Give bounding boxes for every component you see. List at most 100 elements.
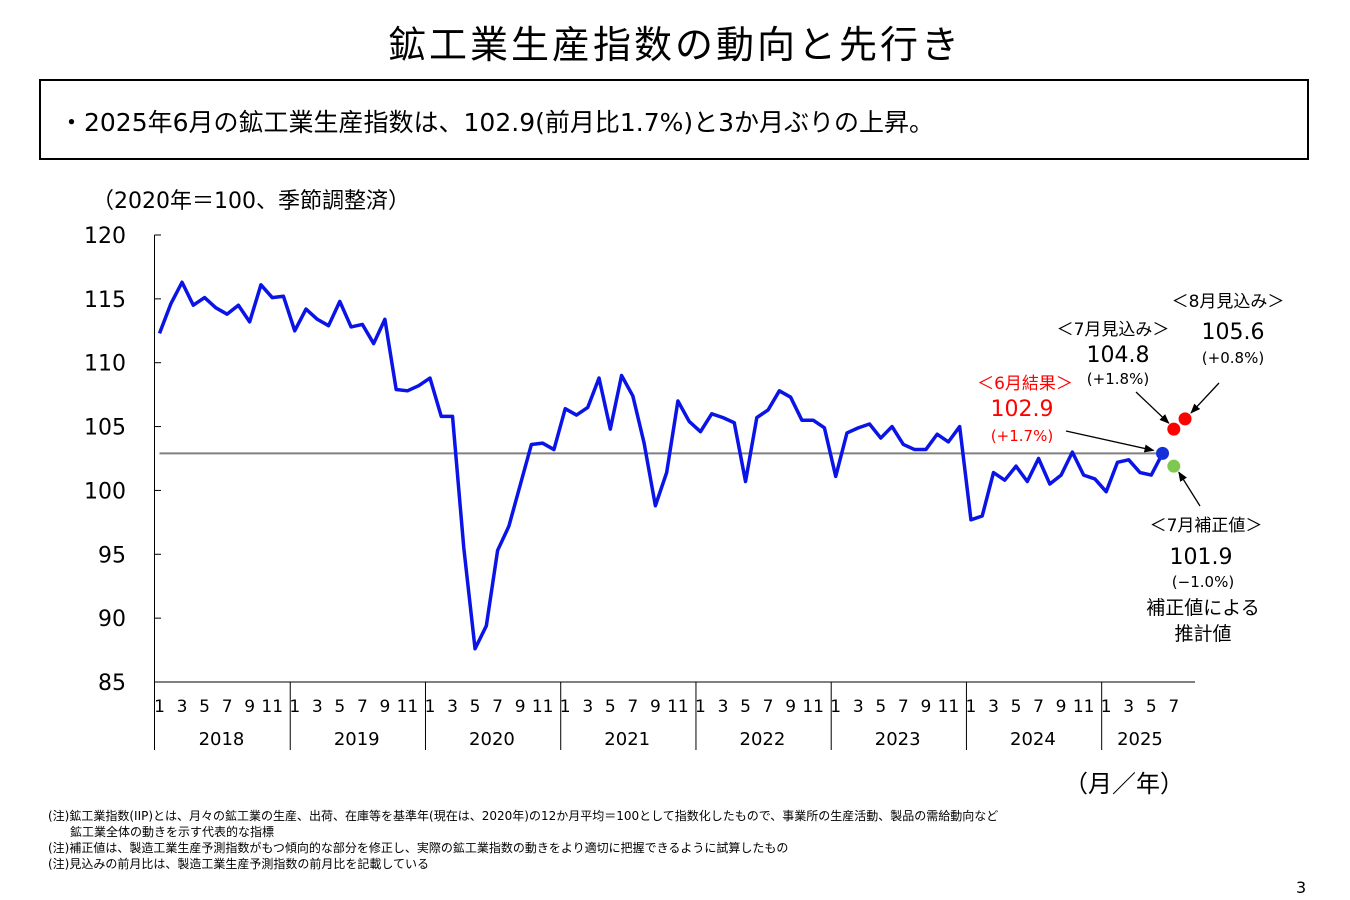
year-label: 2022 bbox=[740, 729, 786, 750]
x-tick-label: 7 bbox=[763, 697, 774, 717]
footnote-1: (注)鉱工業指数(IIP)とは、月々の鉱工業の生産、出荷、在庫等を基準年(現在は… bbox=[48, 809, 999, 823]
june-result-point bbox=[1156, 446, 1170, 460]
x-tick-label: 7 bbox=[627, 697, 638, 717]
footnote-2: (注)補正値は、製造工業生産予測指数がもつ傾向的な部分を修正し、実際の鉱工業指数… bbox=[48, 841, 789, 855]
august-forecast-arrow bbox=[1190, 382, 1220, 414]
x-tick-label: 11 bbox=[261, 697, 283, 717]
x-tick-label: 9 bbox=[785, 697, 796, 717]
series-layer bbox=[157, 280, 1192, 651]
year-label: 2023 bbox=[875, 729, 921, 750]
x-tick-label: 1 bbox=[830, 697, 841, 717]
year-label: 2025 bbox=[1117, 729, 1163, 750]
x-tick-label: 3 bbox=[988, 697, 999, 717]
x-tick-label: 1 bbox=[425, 697, 436, 717]
x-tick-label: 1 bbox=[560, 697, 571, 717]
x-tick-label: 5 bbox=[740, 697, 751, 717]
x-tick-label: 3 bbox=[718, 697, 729, 717]
august-forecast-label: ＜8月見込み＞ bbox=[1172, 292, 1285, 312]
june-result-value: 102.9 bbox=[991, 397, 1054, 422]
x-tick-label: 11 bbox=[802, 697, 824, 717]
footnote-3: (注)見込みの前月比は、製造工業生産予測指数の前月比を記載している bbox=[48, 857, 430, 871]
july-forecast-point bbox=[1167, 422, 1181, 436]
y-tick-label: 100 bbox=[84, 479, 126, 504]
july-corrected-label: ＜7月補正値＞ bbox=[1150, 516, 1263, 536]
june-result-change: (+1.7%) bbox=[991, 427, 1053, 445]
x-tick-label: 7 bbox=[357, 697, 368, 717]
august-forecast-change: (+0.8%) bbox=[1202, 349, 1264, 367]
x-tick-label: 5 bbox=[334, 697, 345, 717]
july-corrected-change: (−1.0%) bbox=[1172, 573, 1234, 591]
footnote-1-continued: 鉱工業全体の動きを示す代表的な指標 bbox=[70, 825, 275, 839]
summary-text: ・2025年6月の鉱工業生産指数は、102.9(前月比1.7%)と3か月ぶりの上… bbox=[59, 108, 935, 137]
x-tick-label: 11 bbox=[532, 697, 554, 717]
july-corrected-note-2: 推計値 bbox=[1174, 623, 1231, 645]
x-tick-label: 9 bbox=[515, 697, 526, 717]
page-number: 3 bbox=[1296, 878, 1307, 897]
y-tick-label: 85 bbox=[98, 671, 126, 696]
x-tick-label: 3 bbox=[1123, 697, 1134, 717]
x-tick-label: 11 bbox=[397, 697, 419, 717]
year-label: 2020 bbox=[469, 729, 515, 750]
x-tick-label: 11 bbox=[938, 697, 960, 717]
page-title: 鉱工業生産指数の動向と先行き bbox=[387, 23, 962, 67]
x-tick-label: 9 bbox=[1056, 697, 1067, 717]
x-tick-label: 5 bbox=[875, 697, 886, 717]
y-tick-label: 105 bbox=[84, 416, 126, 441]
x-tick-label: 3 bbox=[312, 697, 323, 717]
year-label: 2024 bbox=[1010, 729, 1056, 750]
x-tick-label: 1 bbox=[289, 697, 300, 717]
august-forecast-value: 105.6 bbox=[1202, 320, 1265, 345]
x-tick-label: 9 bbox=[920, 697, 931, 717]
x-tick-label: 7 bbox=[1168, 697, 1179, 717]
x-tick-label: 5 bbox=[1146, 697, 1157, 717]
x-tick-label: 5 bbox=[470, 697, 481, 717]
y-tick-label: 90 bbox=[98, 607, 126, 632]
june-result-arrow bbox=[1065, 430, 1155, 453]
y-tick-label: 115 bbox=[84, 288, 126, 313]
x-tick-label: 5 bbox=[199, 697, 210, 717]
footnotes: (注)鉱工業指数(IIP)とは、月々の鉱工業の生産、出荷、在庫等を基準年(現在は… bbox=[48, 808, 998, 872]
july-forecast-change: (+1.8%) bbox=[1087, 370, 1149, 388]
x-tick-label: 9 bbox=[379, 697, 390, 717]
x-tick-label: 3 bbox=[447, 697, 458, 717]
july-forecast-value: 104.8 bbox=[1087, 343, 1150, 368]
x-tick-label: 9 bbox=[650, 697, 661, 717]
x-tick-label: 5 bbox=[1011, 697, 1022, 717]
august-forecast-point bbox=[1178, 412, 1192, 426]
july-corrected-note-1: 補正値による bbox=[1146, 597, 1259, 619]
x-axis-unit-label: （月／年） bbox=[1064, 770, 1184, 798]
y-axis-unit-label: （2020年＝100、季節調整済） bbox=[92, 189, 410, 214]
july-forecast-label: ＜7月見込み＞ bbox=[1057, 320, 1170, 340]
y-tick-label: 95 bbox=[98, 543, 126, 568]
iip-series-line bbox=[157, 280, 1165, 651]
july-corrected-value: 101.9 bbox=[1170, 545, 1233, 570]
x-tick-label: 3 bbox=[177, 697, 188, 717]
x-tick-label: 1 bbox=[966, 697, 977, 717]
x-tick-label: 1 bbox=[695, 697, 706, 717]
x-tick-label: 9 bbox=[244, 697, 255, 717]
x-tick-label: 3 bbox=[853, 697, 864, 717]
x-tick-label: 7 bbox=[898, 697, 909, 717]
annotation-layer: ＜6月結果＞ 102.9 (+1.7%) ＜7月見込み＞ 104.8 (+1.8%) ＜8月… bbox=[977, 292, 1284, 645]
june-result-label: ＜6月結果＞ bbox=[977, 374, 1073, 394]
x-tick-label: 7 bbox=[1033, 697, 1044, 717]
y-tick-label: 110 bbox=[84, 352, 126, 377]
summary-box: ・2025年6月の鉱工業生産指数は、102.9(前月比1.7%)と3か月ぶりの上… bbox=[39, 79, 1309, 160]
x-tick-label: 7 bbox=[222, 697, 233, 717]
x-tick-label: 3 bbox=[582, 697, 593, 717]
x-tick-label: 1 bbox=[1101, 697, 1112, 717]
x-tick-label: 11 bbox=[667, 697, 689, 717]
year-label: 2018 bbox=[199, 729, 245, 750]
july-corrected-arrow bbox=[1178, 471, 1201, 507]
x-tick-label: 5 bbox=[605, 697, 616, 717]
july-corrected-point bbox=[1167, 459, 1181, 473]
x-tick-label: 11 bbox=[1073, 697, 1095, 717]
x-tick-label: 7 bbox=[492, 697, 503, 717]
x-tick-label: 1 bbox=[154, 697, 165, 717]
year-label: 2021 bbox=[604, 729, 650, 750]
year-label: 2019 bbox=[334, 729, 380, 750]
july-forecast-arrow bbox=[1135, 391, 1170, 424]
y-tick-label: 120 bbox=[84, 224, 126, 249]
